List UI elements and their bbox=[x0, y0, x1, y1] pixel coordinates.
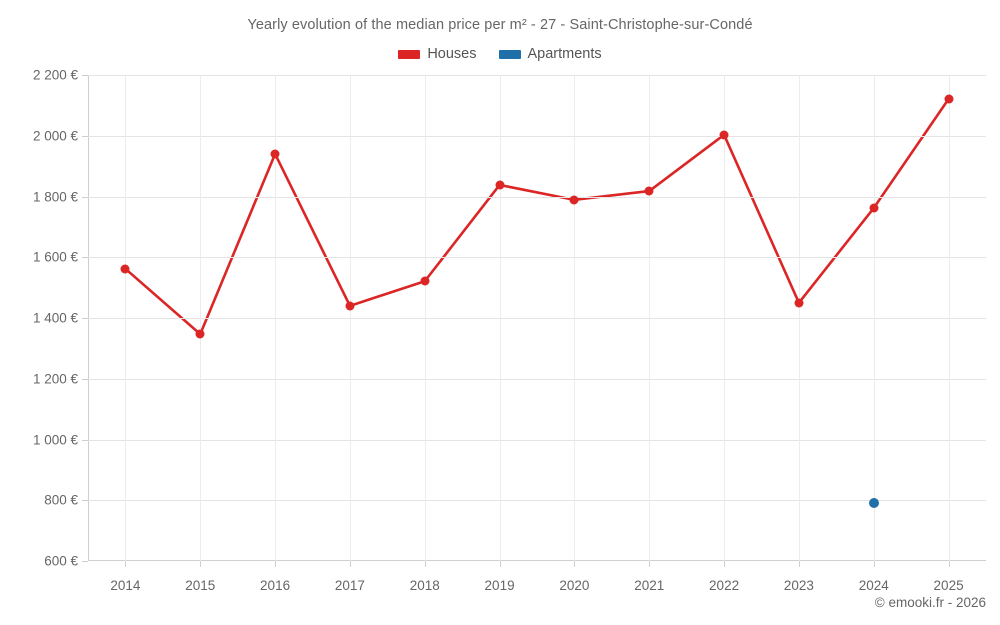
x-axis-tick bbox=[649, 561, 651, 567]
x-axis-tick bbox=[349, 561, 351, 567]
x-axis-tick bbox=[424, 561, 426, 567]
series-lines bbox=[124, 97, 950, 336]
gridline-horizontal bbox=[88, 75, 986, 76]
x-axis-label: 2018 bbox=[409, 578, 440, 593]
data-point[interactable] bbox=[195, 329, 205, 339]
series-line-houses bbox=[124, 97, 950, 336]
x-axis-line bbox=[88, 560, 986, 561]
data-point[interactable] bbox=[868, 498, 879, 509]
footer-credit: © emooki.fr - 2026 bbox=[874, 595, 986, 610]
x-axis-label: 2014 bbox=[110, 578, 141, 593]
y-axis-label: 600 € bbox=[44, 553, 78, 569]
y-axis-tick bbox=[82, 378, 88, 380]
x-axis-tick bbox=[574, 561, 576, 567]
y-axis-label: 1 200 € bbox=[32, 371, 78, 387]
x-axis-label: 2015 bbox=[185, 578, 216, 593]
x-axis-tick bbox=[948, 561, 950, 567]
y-axis-label: 1 800 € bbox=[32, 189, 78, 204]
y-axis-tick bbox=[82, 257, 88, 259]
plot-area bbox=[82, 75, 986, 567]
x-axis-tick bbox=[200, 561, 202, 567]
data-point[interactable] bbox=[644, 186, 654, 196]
x-axis-label: 2020 bbox=[559, 578, 590, 593]
y-axis-tick bbox=[82, 196, 88, 198]
x-axis-tick bbox=[275, 561, 277, 567]
data-point[interactable] bbox=[495, 180, 505, 190]
y-axis-label: 1 600 € bbox=[32, 249, 78, 265]
data-point[interactable] bbox=[719, 130, 729, 140]
gridline-vertical bbox=[200, 75, 202, 561]
y-axis-tick bbox=[82, 439, 88, 441]
gridline-vertical bbox=[349, 75, 351, 561]
y-axis-tick bbox=[82, 500, 88, 502]
y-axis-label: 2 000 € bbox=[32, 128, 78, 144]
data-point[interactable] bbox=[944, 94, 954, 104]
gridline-vertical bbox=[948, 75, 950, 561]
gridline-horizontal bbox=[88, 500, 986, 502]
gridline-vertical bbox=[574, 75, 576, 561]
x-axis-label: 2023 bbox=[783, 578, 814, 593]
x-axis-tick bbox=[125, 561, 127, 567]
gridline-horizontal bbox=[88, 439, 986, 441]
y-axis-tick bbox=[82, 318, 88, 319]
data-point[interactable] bbox=[345, 301, 355, 311]
data-point[interactable] bbox=[794, 298, 804, 308]
legend-item-houses[interactable]: Houses bbox=[398, 46, 477, 62]
data-point[interactable] bbox=[120, 264, 130, 274]
gridline-horizontal bbox=[88, 196, 986, 198]
y-axis-tick bbox=[82, 135, 88, 137]
gridline-horizontal bbox=[88, 318, 986, 319]
x-axis-label: 2025 bbox=[933, 578, 964, 593]
gridline-vertical bbox=[649, 75, 651, 561]
x-axis-label: 2024 bbox=[858, 578, 889, 593]
gridline-vertical bbox=[275, 75, 277, 561]
x-axis-label: 2017 bbox=[334, 578, 365, 593]
y-axis-label: 1 400 € bbox=[32, 310, 78, 326]
y-axis-tick bbox=[82, 75, 88, 76]
gridline-vertical bbox=[724, 75, 726, 561]
legend-swatch-houses bbox=[398, 49, 421, 59]
chart-legend: Houses Apartments bbox=[0, 46, 1000, 62]
x-axis-tick bbox=[499, 561, 501, 567]
legend-swatch-apartments bbox=[498, 49, 521, 59]
gridline-horizontal bbox=[88, 378, 986, 380]
gridline-vertical bbox=[499, 75, 501, 561]
legend-label-houses: Houses bbox=[427, 46, 477, 62]
gridline-vertical bbox=[424, 75, 426, 561]
data-point[interactable] bbox=[569, 195, 579, 205]
data-point[interactable] bbox=[270, 149, 280, 159]
x-axis-label: 2016 bbox=[260, 578, 291, 593]
x-axis-label: 2019 bbox=[484, 578, 515, 593]
y-axis-label: 2 200 € bbox=[32, 67, 78, 83]
x-axis-label: 2022 bbox=[709, 578, 740, 593]
legend-label-apartments: Apartments bbox=[527, 46, 602, 62]
gridline-vertical bbox=[125, 75, 127, 561]
x-axis-label: 2021 bbox=[634, 578, 665, 593]
legend-item-apartments[interactable]: Apartments bbox=[498, 46, 602, 62]
y-axis-label: 800 € bbox=[44, 492, 78, 508]
gridline-horizontal bbox=[88, 257, 986, 259]
chart-title: Yearly evolution of the median price per… bbox=[247, 17, 753, 33]
x-axis-tick bbox=[873, 561, 875, 567]
gridline-vertical bbox=[798, 75, 800, 561]
x-axis-tick bbox=[798, 561, 800, 567]
y-axis-tick bbox=[82, 561, 88, 562]
data-point[interactable] bbox=[869, 203, 879, 213]
y-axis-label: 1 000 € bbox=[32, 432, 78, 447]
gridline-horizontal bbox=[88, 135, 986, 137]
gridline-vertical bbox=[873, 75, 875, 561]
data-point[interactable] bbox=[420, 276, 430, 286]
x-axis-tick bbox=[724, 561, 726, 567]
